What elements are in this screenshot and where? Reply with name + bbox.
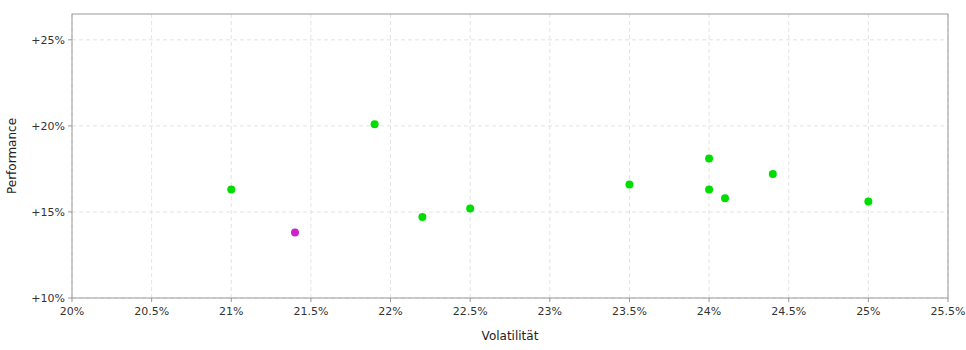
x-tick — [788, 298, 789, 302]
points — [227, 120, 872, 236]
grid-line-x — [868, 14, 869, 298]
grid-line-x — [310, 14, 311, 298]
x-tick — [72, 298, 73, 302]
x-tick-label: 20.5% — [134, 305, 169, 318]
grid-line-y — [72, 211, 948, 212]
point — [625, 180, 633, 188]
x-tick — [470, 298, 471, 302]
x-tick — [549, 298, 550, 302]
point — [705, 186, 713, 194]
x-tick — [868, 298, 869, 302]
series-points — [227, 120, 872, 221]
x-tick — [310, 298, 311, 302]
point — [705, 155, 713, 163]
plot-area — [72, 14, 948, 298]
point — [466, 204, 474, 212]
x-tick-label: 20% — [60, 305, 84, 318]
x-tick — [231, 298, 232, 302]
x-tick-label: 23.5% — [612, 305, 647, 318]
grid-line-x — [390, 14, 391, 298]
x-tick-label: 23% — [538, 305, 562, 318]
chart-svg: 20% 20.5% 21% 21.5% 22% 22.5% 23% 23.5% 24% 24.5%… — [0, 0, 966, 350]
grid-line-x — [151, 14, 152, 298]
y-tick — [68, 39, 72, 40]
grid — [72, 14, 948, 298]
y-tick-label: +15% — [31, 206, 65, 219]
x-tick — [629, 298, 630, 302]
y-tick — [68, 125, 72, 126]
point — [227, 186, 235, 194]
x-tick-label: 25% — [856, 305, 880, 318]
x-tick-label: 24% — [697, 305, 721, 318]
x-axis-label: Volatilität — [482, 329, 539, 343]
point — [291, 229, 299, 237]
grid-line-x — [549, 14, 550, 298]
y-axis-label: Performance — [5, 118, 19, 194]
x-tick — [948, 298, 949, 302]
y-tick-label: +25% — [31, 34, 65, 47]
x-tick-label: 25.5% — [931, 305, 966, 318]
grid-line-x — [788, 14, 789, 298]
plot-frame — [72, 14, 948, 298]
grid-line-y — [72, 39, 948, 40]
point — [371, 120, 379, 128]
x-tick — [709, 298, 710, 302]
chart-container: 20% 20.5% 21% 21.5% 22% 22.5% 23% 23.5% 24% 24.5%… — [0, 0, 966, 350]
x-tick-label: 24.5% — [771, 305, 806, 318]
page: {"chart_data": {"type": "scatter", "xlab… — [0, 0, 966, 350]
y-tick — [68, 298, 72, 299]
x-tick-label: 22% — [378, 305, 402, 318]
y-tick-label: +10% — [31, 292, 65, 305]
series-points — [291, 229, 299, 237]
x-tick-label: 21% — [219, 305, 243, 318]
grid-line-x — [231, 14, 232, 298]
x-tick-label: 21.5% — [293, 305, 328, 318]
point — [864, 198, 872, 206]
x-tick — [151, 298, 152, 302]
y-tick-label: +20% — [31, 120, 65, 133]
x-tick — [390, 298, 391, 302]
y-tick — [68, 211, 72, 212]
grid-line-y — [72, 125, 948, 126]
point — [721, 194, 729, 202]
point — [769, 170, 777, 178]
point — [418, 213, 426, 221]
grid-line-x — [629, 14, 630, 298]
axes: 20% 20.5% 21% 21.5% 22% 22.5% 23% 23.5% 24% 24.5%… — [31, 34, 965, 318]
x-tick-label: 22.5% — [453, 305, 488, 318]
grid-line-x — [470, 14, 471, 298]
